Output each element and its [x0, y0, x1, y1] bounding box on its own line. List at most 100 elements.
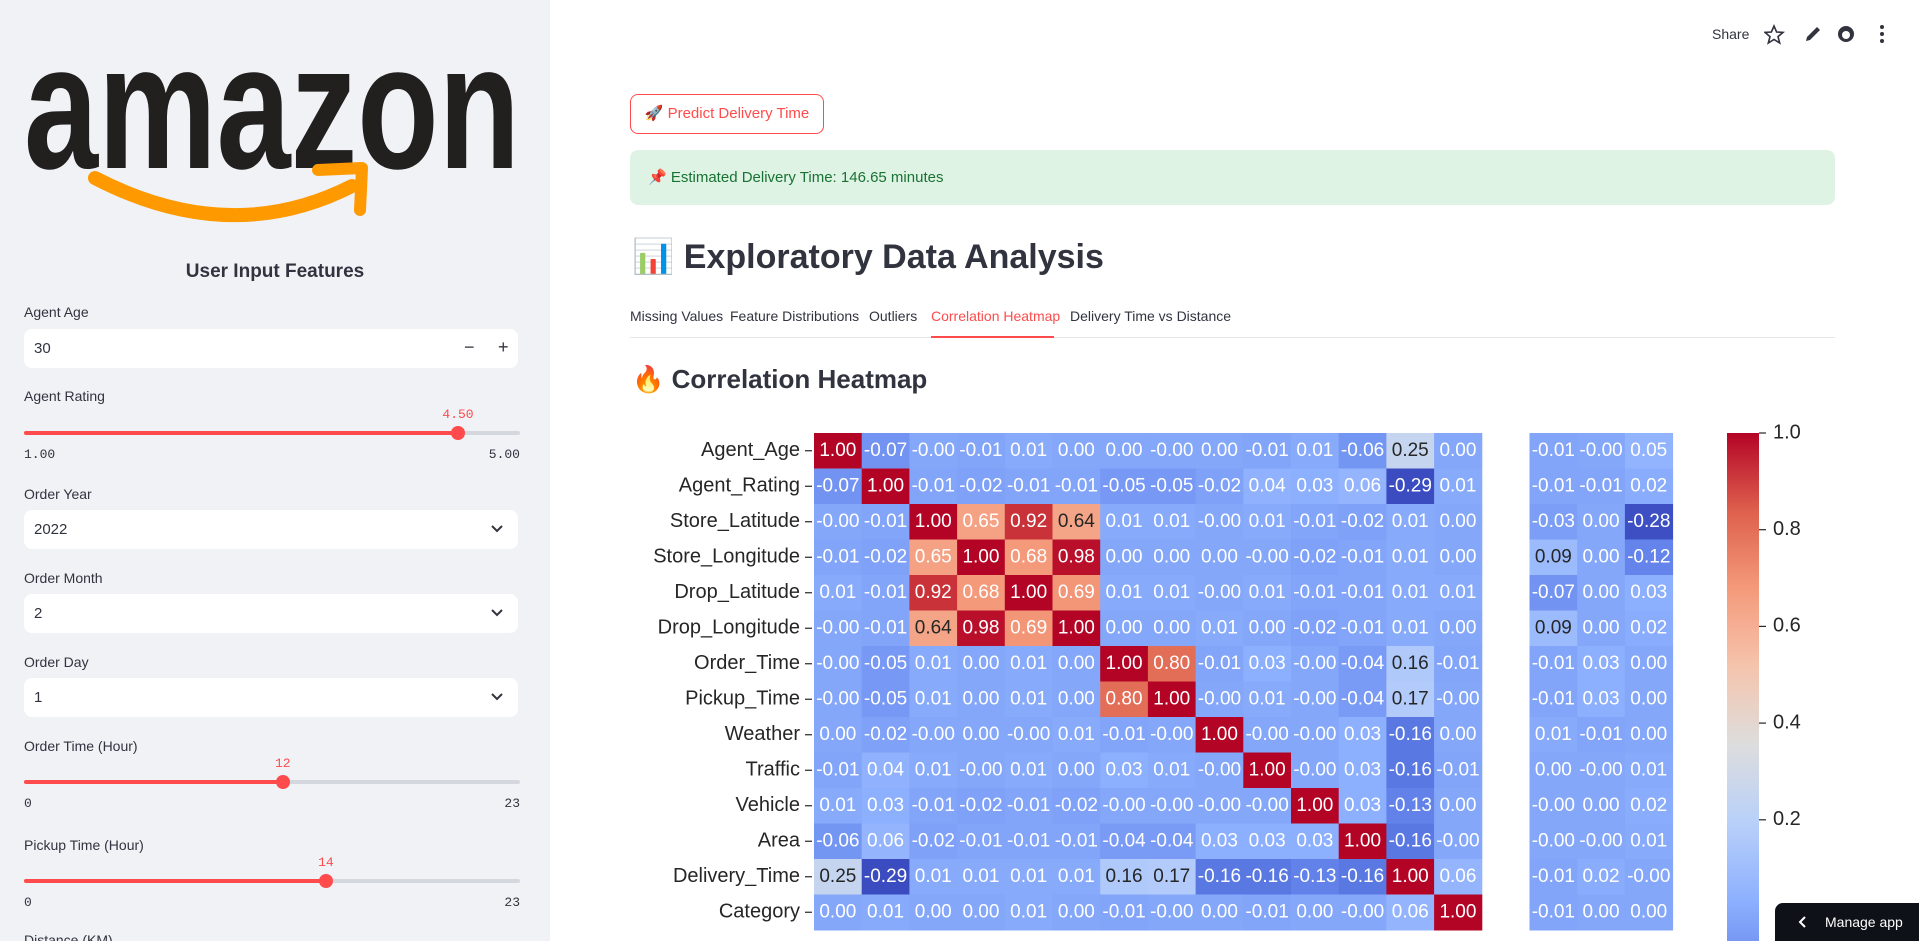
tab[interactable]: Delivery Time vs Distance	[1070, 308, 1232, 324]
cell-label: 0.01	[819, 795, 856, 816]
select[interactable]: 1	[24, 678, 518, 717]
cell-label: 0.00	[962, 724, 999, 745]
cell-label: 0.01	[915, 688, 952, 709]
cell-label: -0.02	[959, 475, 1002, 496]
heatmap-cell	[1434, 646, 1483, 682]
chevron	[491, 609, 503, 617]
heatmap-cell	[1052, 433, 1101, 469]
cell-label: -0.00	[1293, 724, 1336, 745]
cell-label: -0.16	[1389, 830, 1432, 851]
select[interactable]: 2022	[24, 510, 518, 549]
manage-app-text: Manage app	[1825, 914, 1903, 930]
select[interactable]: 2	[24, 594, 518, 633]
predict-button[interactable]: 🚀 Predict Delivery Time	[630, 94, 824, 134]
decrement[interactable]: −	[464, 337, 475, 357]
heatmap-cell	[1624, 504, 1674, 540]
heatmap-cell	[1052, 646, 1101, 682]
cell-label: 0.00	[962, 688, 999, 709]
heatmap-cell	[1529, 788, 1578, 824]
increment[interactable]: +	[498, 337, 509, 357]
row-label: Pickup_Time	[685, 688, 800, 710]
cell-label: -0.01	[1532, 901, 1575, 922]
cell-label: -0.06	[816, 830, 859, 851]
cell-label: 1.00	[962, 546, 999, 567]
heatmap-cell	[1195, 646, 1244, 682]
heatmap-cell	[1291, 646, 1340, 682]
cell-label: 0.03	[1344, 724, 1381, 745]
heatmap-cell	[1624, 539, 1674, 576]
heatmap-cell	[1529, 752, 1578, 789]
tab[interactable]: Feature Distributions	[730, 308, 860, 324]
cell-label: 0.03	[1583, 653, 1620, 674]
heatmap-cell	[957, 610, 1006, 647]
cell-label: -0.00	[1198, 582, 1241, 603]
menu-dot[interactable]	[1880, 32, 1884, 36]
success-alert: 📌 Estimated Delivery Time: 146.65 minute…	[630, 150, 1835, 205]
heatmap-cell	[1386, 575, 1435, 611]
heatmap-cell	[1529, 539, 1578, 576]
heatmap-cell	[1147, 575, 1197, 611]
cell-label: 0.01	[1058, 724, 1095, 745]
heatmap-cell	[1195, 433, 1244, 469]
heatmap-cell	[1291, 859, 1340, 895]
heatmap-cell	[1195, 752, 1244, 789]
heatmap-cell	[1338, 859, 1387, 895]
cell-label: 0.01	[1153, 759, 1190, 780]
cell-label: 0.03	[1296, 830, 1333, 851]
row-label: Drop_Longitude	[658, 617, 800, 639]
cell-label: -0.00	[1150, 901, 1193, 922]
tab[interactable]: Missing Values	[630, 308, 724, 324]
colorbar-tick-label: 0.6	[1773, 615, 1801, 637]
manage-app[interactable]: Manage app	[1775, 903, 1919, 941]
label: Pickup Time (Hour)	[24, 837, 144, 853]
heatmap-cell	[1291, 823, 1340, 860]
heatmap-cell	[909, 717, 958, 753]
heatmap-cell	[1004, 788, 1053, 824]
slider-thumb[interactable]	[318, 874, 333, 888]
edit-icon[interactable]	[1806, 27, 1820, 41]
cell-label: 0.92	[915, 582, 952, 603]
cell-label: -0.00	[1579, 759, 1622, 780]
menu-dot[interactable]	[1880, 39, 1884, 43]
cell-label: -0.00	[1245, 795, 1288, 816]
heatmap-cell	[957, 504, 1006, 540]
heatmap-cell	[1529, 610, 1578, 647]
header: 📊 Exploratory Data Analysis	[632, 238, 1104, 276]
label: Order Year	[24, 486, 92, 502]
tab-active[interactable]: Correlation Heatmap	[931, 308, 1061, 324]
row-label: Store_Latitude	[670, 510, 800, 532]
tab[interactable]: Outliers	[869, 308, 918, 324]
cell-label: -0.00	[1293, 759, 1336, 780]
cell-label: -0.01	[1341, 582, 1384, 603]
cell-label: 0.01	[1249, 688, 1286, 709]
cell-label: -0.00	[1293, 653, 1336, 674]
cell-label: -0.12	[1627, 546, 1670, 567]
heatmap-cell	[1577, 433, 1626, 469]
star-icon[interactable]	[1764, 24, 1786, 45]
menu-dot[interactable]	[1880, 25, 1884, 29]
row-label: Traffic	[746, 759, 800, 781]
heatmap-cell	[1147, 752, 1197, 789]
heatmap-cell	[1338, 468, 1387, 505]
heatmap-cell	[1243, 788, 1292, 824]
slider-thumb[interactable]	[451, 426, 465, 440]
row-label: Drop_Latitude	[674, 581, 800, 603]
heatmap-cell	[1195, 788, 1244, 824]
heatmap-cell	[1291, 894, 1340, 931]
heatmap-cell	[1529, 575, 1578, 611]
share[interactable]: Share	[1712, 26, 1750, 42]
heatmap-cell	[814, 752, 863, 789]
heatmap-cell	[1243, 504, 1292, 540]
heatmap-cell	[1100, 823, 1149, 860]
heatmap-cell	[814, 717, 863, 753]
cell-label: 0.01	[1392, 582, 1429, 603]
row-label: Agent_Rating	[679, 475, 800, 497]
cell-label: 0.16	[1106, 866, 1143, 887]
heatmap-cell	[1529, 646, 1578, 682]
heatmap-cell	[1386, 610, 1435, 647]
heatmap-cell	[1434, 859, 1483, 895]
cell-label: 0.01	[1010, 866, 1047, 887]
slider-thumb[interactable]	[275, 775, 290, 789]
cell-label: 0.00	[1630, 724, 1667, 745]
number-input[interactable]: 30 − +	[24, 329, 518, 368]
